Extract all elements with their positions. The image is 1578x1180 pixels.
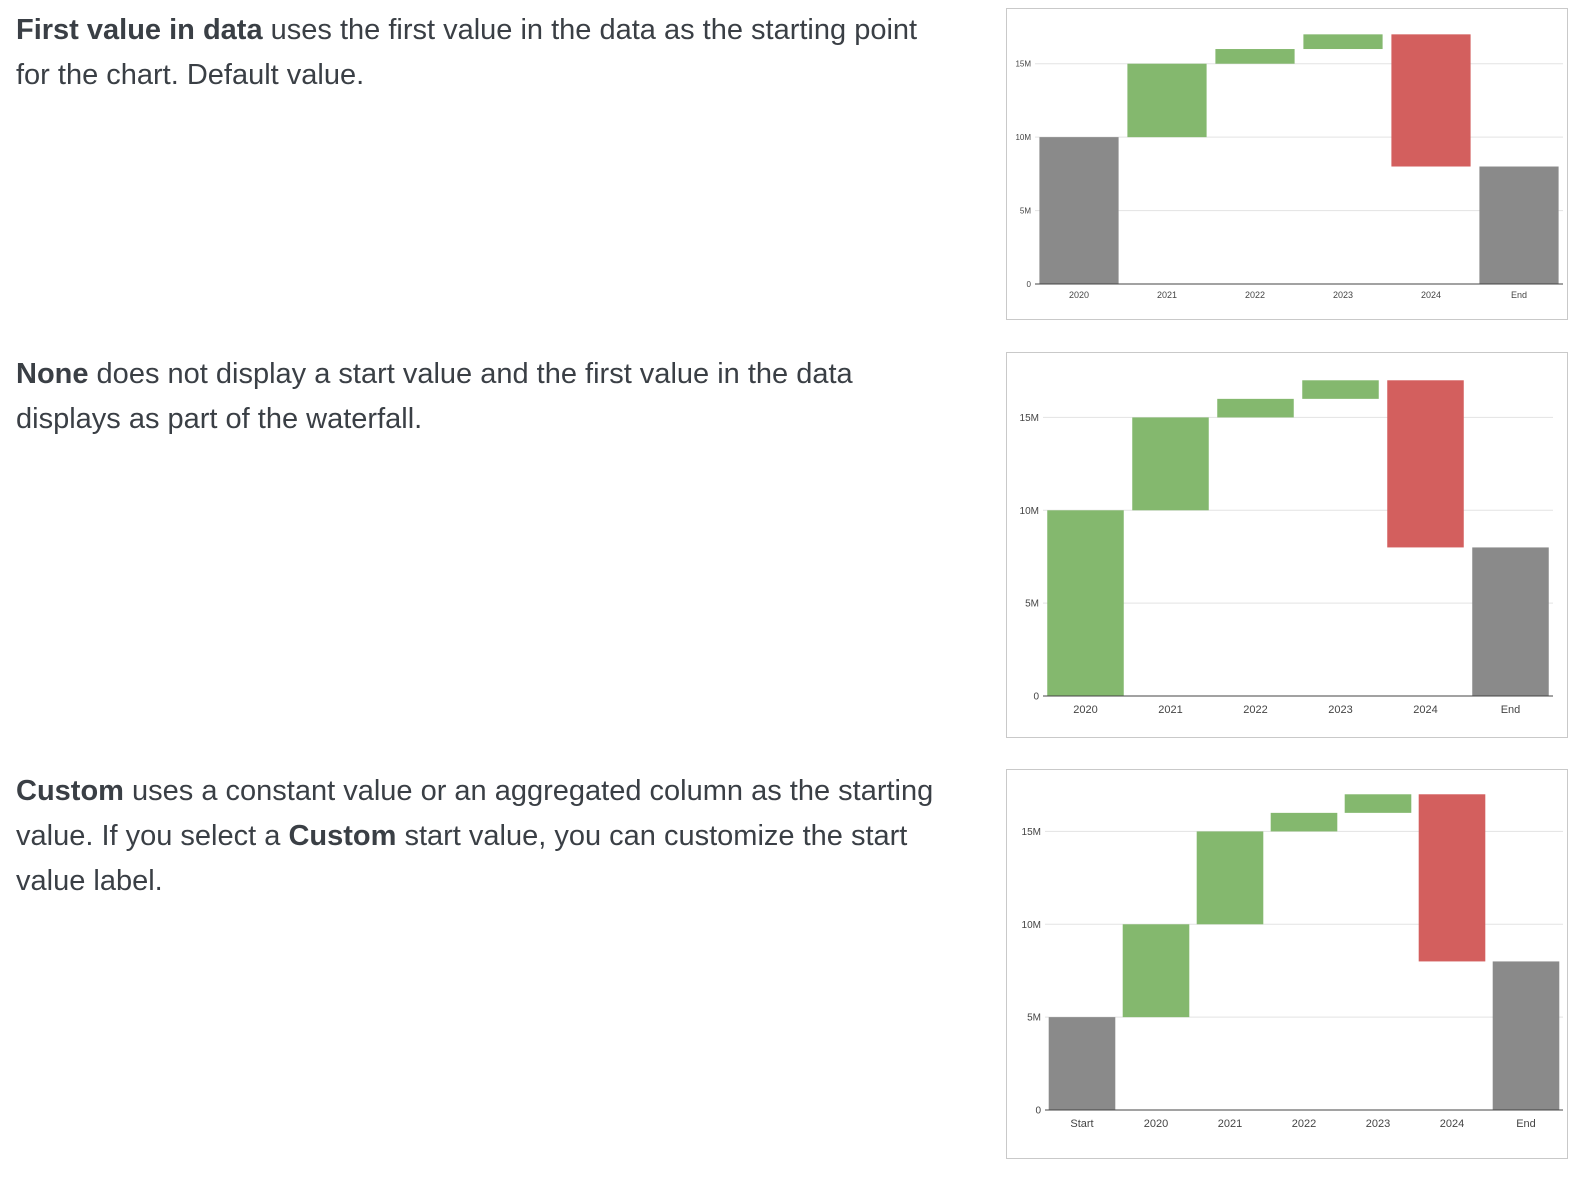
- x-tick-label: 2022: [1245, 290, 1265, 300]
- chart-custom: 0 5M 10M 15M Start 2020 2021 2022 2023 2024 End: [1006, 769, 1568, 1159]
- x-tick-label: 2023: [1333, 290, 1353, 300]
- bar-increase: [1215, 49, 1295, 64]
- description-text: uses a constant value or an aggregated c…: [16, 775, 934, 852]
- x-tick-label: End: [1516, 1118, 1536, 1130]
- y-tick-label: 15M: [1020, 413, 1039, 424]
- x-tick-label: 2021: [1158, 704, 1182, 716]
- bar-increase: [1302, 380, 1379, 399]
- x-tick-label: End: [1501, 704, 1521, 716]
- description-text: start value, you can customize the start…: [16, 820, 908, 897]
- x-tick-label: 2024: [1421, 290, 1441, 300]
- bar-decrease: [1391, 34, 1471, 167]
- bar-decrease: [1387, 380, 1464, 548]
- description-none: None does not display a start value and …: [16, 352, 946, 442]
- waterfall-chart: 0 5M 10M 15M 2020 2021 2022 2023 2024 End: [1020, 380, 1553, 716]
- description-text: uses the first value in the data as the …: [16, 14, 918, 91]
- bar-increase: [1196, 831, 1264, 925]
- x-tick-label: End: [1511, 290, 1527, 300]
- bar-total: [1479, 166, 1559, 284]
- bar-increase: [1122, 924, 1190, 1018]
- term-first-value: First value in data: [16, 14, 263, 46]
- x-tick-label: 2022: [1243, 704, 1267, 716]
- y-tick-label: 10M: [1022, 920, 1041, 931]
- y-tick-label: 5M: [1025, 599, 1039, 610]
- x-tick-label: 2023: [1328, 704, 1352, 716]
- x-tick-label: 2022: [1292, 1118, 1316, 1130]
- y-tick-label: 0: [1027, 280, 1032, 289]
- y-tick-label: 5M: [1020, 206, 1031, 215]
- x-tick-label: 2024: [1413, 704, 1437, 716]
- bar-total: [1472, 547, 1549, 696]
- bar-increase: [1303, 34, 1383, 50]
- description-first-value: First value in data uses the first value…: [16, 8, 946, 98]
- bar-total: [1492, 961, 1560, 1110]
- bar-increase: [1270, 812, 1338, 832]
- bar-increase: [1217, 398, 1294, 418]
- x-tick-label: 2024: [1440, 1118, 1464, 1130]
- y-tick-label: 10M: [1015, 133, 1031, 142]
- waterfall-chart: 0 5M 10M 15M 2020 2021 2022 2023 2024 End: [1015, 34, 1563, 300]
- x-tick-label: 2021: [1218, 1118, 1242, 1130]
- waterfall-chart: 0 5M 10M 15M Start 2020 2021 2022 2023 2024 End: [1022, 794, 1563, 1130]
- chart-first-value: 0 5M 10M 15M 2020 2021 2022 2023 2024 End: [1006, 8, 1568, 320]
- bar-increase: [1127, 63, 1207, 138]
- bar-increase: [1132, 417, 1209, 511]
- x-tick-label: 2020: [1144, 1118, 1168, 1130]
- bar-total: [1048, 1017, 1116, 1110]
- x-tick-label: 2021: [1157, 290, 1177, 300]
- bar-increase: [1047, 510, 1124, 696]
- description-custom: Custom uses a constant value or an aggre…: [16, 769, 946, 904]
- bar-decrease: [1418, 794, 1486, 962]
- x-tick-label: Start: [1070, 1118, 1093, 1130]
- bar-increase: [1344, 794, 1412, 813]
- term-custom-inline: Custom: [288, 820, 397, 852]
- description-text: does not display a start value and the f…: [16, 358, 853, 435]
- y-tick-label: 0: [1033, 692, 1039, 703]
- x-tick-label: 2023: [1366, 1118, 1390, 1130]
- chart-none: 0 5M 10M 15M 2020 2021 2022 2023 2024 End: [1006, 352, 1568, 738]
- x-tick-label: 2020: [1069, 290, 1089, 300]
- bar-total: [1039, 137, 1119, 284]
- x-tick-label: 2020: [1073, 704, 1097, 716]
- y-tick-label: 15M: [1022, 827, 1041, 838]
- term-custom: Custom: [16, 775, 124, 807]
- term-none: None: [16, 358, 89, 390]
- y-tick-label: 15M: [1015, 60, 1031, 69]
- y-tick-label: 0: [1035, 1106, 1041, 1117]
- y-tick-label: 10M: [1020, 506, 1039, 517]
- y-tick-label: 5M: [1027, 1013, 1041, 1024]
